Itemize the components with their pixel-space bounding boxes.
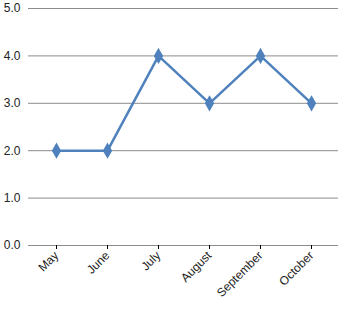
svg-text:October: October (276, 248, 316, 288)
svg-text:August: August (178, 248, 215, 285)
svg-text:2.0: 2.0 (4, 144, 21, 158)
svg-text:September: September (214, 248, 265, 299)
svg-text:0.0: 0.0 (4, 238, 21, 252)
svg-text:5.0: 5.0 (4, 1, 21, 15)
svg-text:3.0: 3.0 (4, 96, 21, 110)
svg-text:July: July (138, 248, 163, 273)
svg-text:4.0: 4.0 (4, 49, 21, 63)
svg-text:June: June (84, 248, 113, 277)
svg-text:1.0: 1.0 (4, 191, 21, 205)
svg-text:May: May (35, 248, 61, 274)
